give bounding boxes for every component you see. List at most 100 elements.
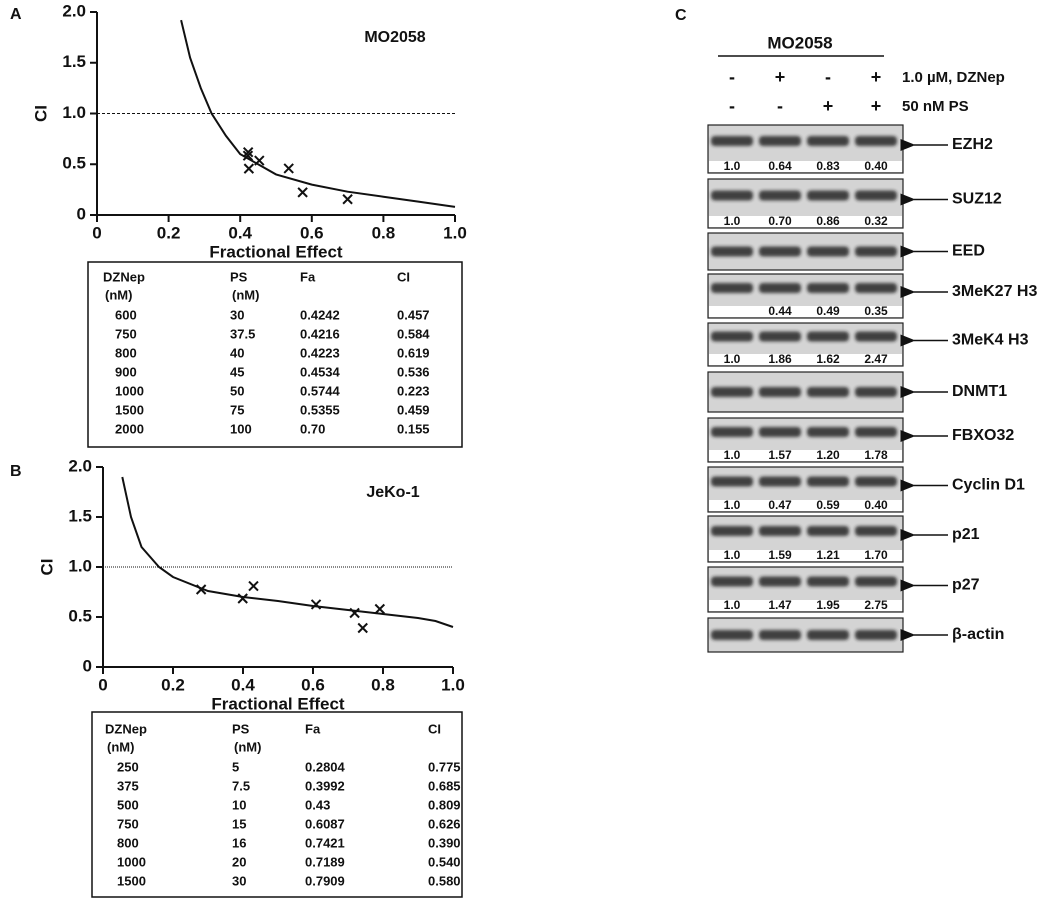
x-axis-label: Fractional Effect xyxy=(211,694,345,713)
table-cell: 800 xyxy=(117,835,139,850)
band-quant: 1.59 xyxy=(768,548,792,562)
band-quant: 0.64 xyxy=(768,159,792,173)
table-cell: 0.4216 xyxy=(300,326,340,341)
blot-band xyxy=(711,387,753,397)
quant-strip xyxy=(709,550,902,561)
table-cell: 0.459 xyxy=(397,402,430,417)
table-cell: 0.457 xyxy=(397,307,430,322)
treatment-sign: - xyxy=(729,67,735,87)
y-tick-label: 0 xyxy=(83,656,92,675)
band-quant: 0.49 xyxy=(816,304,840,318)
data-point xyxy=(374,603,386,615)
table-cell: 0.7189 xyxy=(305,854,345,869)
treatment-sign: + xyxy=(775,67,786,87)
table-cell: 1500 xyxy=(115,402,144,417)
quant-strip xyxy=(709,161,902,172)
band-quant: 1.70 xyxy=(864,548,888,562)
blot-band xyxy=(855,190,897,201)
data-point xyxy=(195,584,207,595)
x-tick-label: 0.2 xyxy=(157,223,181,242)
x-tick-label: 0.8 xyxy=(371,675,395,694)
band-quant: 2.75 xyxy=(864,598,888,612)
table-cell: 0.5355 xyxy=(300,402,340,417)
band-label: DNMT1 xyxy=(952,383,1007,400)
x-tick-label: 0.6 xyxy=(300,223,324,242)
table-cell: 5 xyxy=(232,759,239,774)
table-cell: 7.5 xyxy=(232,778,250,793)
table-cell: 75 xyxy=(230,402,244,417)
table-header: (nM) xyxy=(234,739,261,754)
table-frame xyxy=(87,261,463,448)
table-cell: 0.809 xyxy=(428,797,461,812)
blot-band xyxy=(807,476,849,487)
blot-band xyxy=(855,526,897,536)
table-cell: 50 xyxy=(230,383,244,398)
table-cell: 250 xyxy=(117,759,139,774)
table-cell: 600 xyxy=(115,307,137,322)
blot-band xyxy=(759,387,801,397)
table-cell: 0.540 xyxy=(428,854,461,869)
table-cell: 0.580 xyxy=(428,873,461,888)
band-label: 3MeK4 H3 xyxy=(952,332,1029,349)
panel-label: B xyxy=(10,463,22,480)
band-quant: 1.21 xyxy=(816,548,840,562)
band-quant: 0.59 xyxy=(816,498,840,512)
panel-label: C xyxy=(675,7,687,24)
blot-band xyxy=(711,283,753,293)
blot-band xyxy=(855,576,897,587)
cell-line: MO2058 xyxy=(767,33,832,52)
table-cell: 10 xyxy=(232,797,246,812)
blot-band xyxy=(711,190,753,201)
table-cell: 1500 xyxy=(117,873,146,888)
x-tick-label: 0.6 xyxy=(301,675,325,694)
table-cell: 0.4223 xyxy=(300,345,340,360)
treatment-sign: - xyxy=(777,96,783,116)
blot-band xyxy=(807,136,849,146)
band-quant: 1.0 xyxy=(724,352,741,366)
data-point xyxy=(242,146,254,158)
blot-band xyxy=(807,526,849,536)
table-header: Fa xyxy=(300,269,316,284)
table-cell: 0.223 xyxy=(397,383,430,398)
blot-band xyxy=(759,526,801,536)
table-cell: 1000 xyxy=(117,854,146,869)
blot-band xyxy=(807,190,849,201)
table-cell: 0.619 xyxy=(397,345,430,360)
table-frame xyxy=(91,711,463,898)
table-cell: 100 xyxy=(230,421,252,436)
table-header: CI xyxy=(397,269,410,284)
blot-band xyxy=(807,576,849,587)
band-quant: 1.0 xyxy=(724,448,741,462)
band-quant: 1.62 xyxy=(816,352,840,366)
band-label: β-actin xyxy=(952,626,1004,643)
band-quant: 0.86 xyxy=(816,214,840,228)
x-tick-label: 1.0 xyxy=(443,223,467,242)
y-axis-label: CI xyxy=(31,105,50,122)
band-quant: 0.70 xyxy=(768,214,792,228)
blot-band xyxy=(711,331,753,342)
blot-band xyxy=(759,246,801,257)
table-header: PS xyxy=(232,721,250,736)
table-cell: 800 xyxy=(115,345,137,360)
table-cell: 0.685 xyxy=(428,778,461,793)
y-tick-label: 2.0 xyxy=(62,1,86,20)
y-tick-label: 0.5 xyxy=(62,154,86,173)
quant-strip xyxy=(709,600,902,611)
blot-band xyxy=(759,136,801,146)
band-quant: 1.0 xyxy=(724,159,741,173)
y-tick-label: 0 xyxy=(77,204,86,223)
table-cell: 30 xyxy=(232,873,246,888)
quant-strip xyxy=(709,500,902,511)
annotation: JeKo-1 xyxy=(366,484,419,501)
blot-band xyxy=(759,576,801,587)
band-quant: 0.83 xyxy=(816,159,840,173)
table-cell: 0.6087 xyxy=(305,816,345,831)
quant-strip xyxy=(709,354,902,365)
data-point xyxy=(310,599,322,610)
blot-band xyxy=(759,476,801,487)
band-label: FBXO32 xyxy=(952,427,1014,444)
band-label: SUZ12 xyxy=(952,191,1002,208)
table-cell: 37.5 xyxy=(230,326,255,341)
table-cell: 0.4242 xyxy=(300,307,340,322)
table-header: (nM) xyxy=(232,287,259,302)
